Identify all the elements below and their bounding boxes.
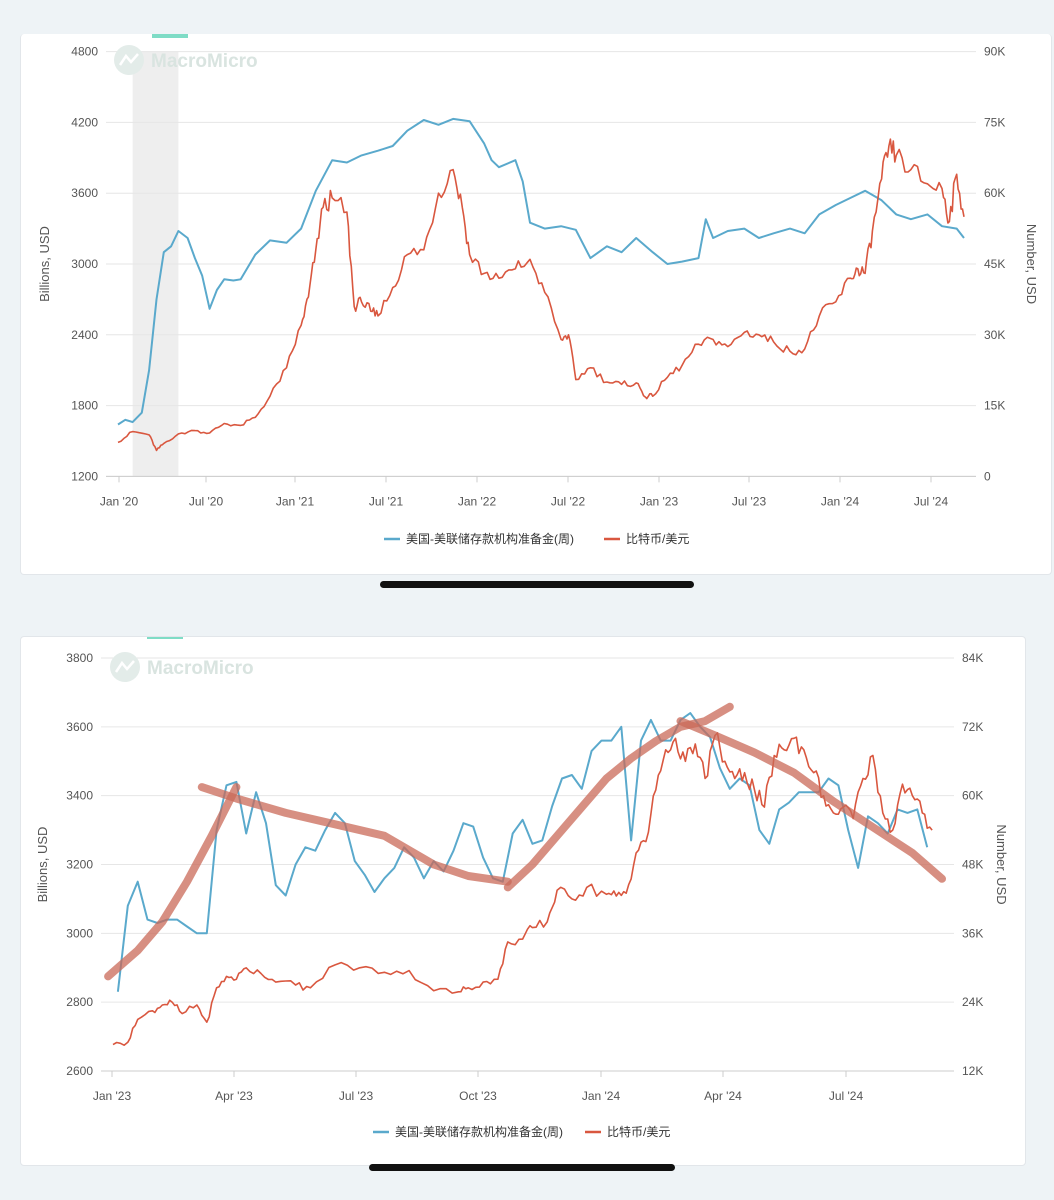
y-tick-left: 3600 xyxy=(66,720,93,734)
accent-tab xyxy=(152,34,188,38)
y-tick-left: 1800 xyxy=(71,399,98,413)
y-tick-left: 3200 xyxy=(66,858,93,872)
y-tick-left: 3600 xyxy=(71,186,98,200)
y-tick-left: 3400 xyxy=(66,789,93,803)
legend-label-reserves: 美国-美联储存款机构准备金(周) xyxy=(395,1124,563,1139)
legend-label-bitcoin: 比特币/美元 xyxy=(626,531,689,546)
y-tick-right: 30K xyxy=(984,328,1005,342)
x-tick-label: Jan '24 xyxy=(821,494,860,508)
legend-label-bitcoin: 比特币/美元 xyxy=(607,1124,670,1139)
y-axis-title-right: Number, USD xyxy=(994,824,1009,904)
chart-svg: 2600 12K 2800 24K 3000 36K 3200 48K 3400 60K 3600 7… xyxy=(35,635,1009,1139)
x-tick-label: Jan '22 xyxy=(458,494,497,508)
y-tick-right: 0 xyxy=(984,469,991,483)
x-tick-label: Jan '23 xyxy=(640,494,679,508)
x-tick-label: Jan '23 xyxy=(93,1089,132,1103)
x-tick-label: Jul '20 xyxy=(189,494,224,508)
watermark: MacroMicro xyxy=(110,652,254,682)
x-tick-label: Jan '20 xyxy=(100,494,139,508)
legend-label-reserves: 美国-美联储存款机构准备金(周) xyxy=(406,531,574,546)
y-tick-right: 48K xyxy=(962,858,983,872)
watermark-text: MacroMicro xyxy=(147,658,254,679)
y-tick-right: 60K xyxy=(984,186,1005,200)
y-axis-title-right: Number, USD xyxy=(1024,224,1039,304)
y-tick-left: 3000 xyxy=(71,257,98,271)
y-tick-left: 4800 xyxy=(71,45,98,59)
y-tick-left: 1200 xyxy=(71,469,98,483)
y-tick-right: 60K xyxy=(962,789,983,803)
x-tick-label: Jan '24 xyxy=(582,1089,621,1103)
accent-tab xyxy=(147,635,183,639)
y-tick-right: 90K xyxy=(984,45,1005,59)
chart-card: 1200 0 1800 15K 2400 30K 3000 45K 3600 60K 4200 75K… xyxy=(20,34,1052,575)
y-tick-right: 75K xyxy=(984,115,1005,129)
y-tick-left: 3800 xyxy=(66,651,93,665)
y-axis-title-left: Billions, USD xyxy=(35,827,50,903)
y-tick-left: 2800 xyxy=(66,995,93,1009)
reserves-line xyxy=(117,117,965,426)
y-tick-right: 72K xyxy=(962,720,983,734)
trend-annotation-line xyxy=(104,783,241,981)
y-tick-left: 3000 xyxy=(66,926,93,940)
watermark-text: MacroMicro xyxy=(151,51,258,72)
chart-svg: 1200 0 1800 15K 2400 30K 3000 45K 3600 60K 4200 75K… xyxy=(37,34,1039,546)
y-tick-left: 2600 xyxy=(66,1064,93,1078)
legend: 美国-美联储存款机构准备金(周) 比特币/美元 xyxy=(373,1124,670,1139)
x-tick-label: Jul '22 xyxy=(551,494,586,508)
y-tick-left: 4200 xyxy=(71,115,98,129)
x-tick-label: Jan '21 xyxy=(276,494,315,508)
y-tick-right: 12K xyxy=(962,1064,983,1078)
watermark-chart-icon xyxy=(114,660,135,673)
y-tick-right: 36K xyxy=(962,926,983,940)
x-tick-label: Jul '23 xyxy=(339,1089,374,1103)
watermark-chart-icon xyxy=(118,53,139,66)
legend: 美国-美联储存款机构准备金(周) 比特币/美元 xyxy=(384,531,689,546)
home-indicator-bar[interactable] xyxy=(380,581,694,588)
trend-annotation-line xyxy=(676,717,946,883)
y-tick-right: 84K xyxy=(962,651,983,665)
x-tick-label: Jul '23 xyxy=(732,494,767,508)
chart-panel-zoomed: 2600 12K 2800 24K 3000 36K 3200 48K 3400 60K 3600 7… xyxy=(0,598,1054,1200)
x-tick-label: Oct '23 xyxy=(459,1089,497,1103)
chart-panel-full-range: 1200 0 1800 15K 2400 30K 3000 45K 3600 60K 4200 75K… xyxy=(0,0,1054,598)
y-tick-left: 2400 xyxy=(71,328,98,342)
x-tick-label: Jul '24 xyxy=(914,494,949,508)
y-tick-right: 45K xyxy=(984,257,1005,271)
chart-card: 2600 12K 2800 24K 3000 36K 3200 48K 3400 60K 3600 7… xyxy=(20,635,1026,1166)
y-tick-right: 24K xyxy=(962,995,983,1009)
y-axis-title-left: Billions, USD xyxy=(37,226,52,302)
bitcoin-price-line xyxy=(117,138,965,452)
watermark: MacroMicro xyxy=(114,45,258,75)
trend-annotation-line xyxy=(503,702,734,892)
home-indicator-bar[interactable] xyxy=(369,1164,675,1171)
x-tick-label: Apr '23 xyxy=(215,1089,253,1103)
x-tick-label: Jul '21 xyxy=(369,494,404,508)
x-tick-label: Apr '24 xyxy=(704,1089,742,1103)
trend-annotation-line xyxy=(197,783,512,886)
x-tick-label: Jul '24 xyxy=(829,1089,864,1103)
y-tick-right: 15K xyxy=(984,399,1005,413)
